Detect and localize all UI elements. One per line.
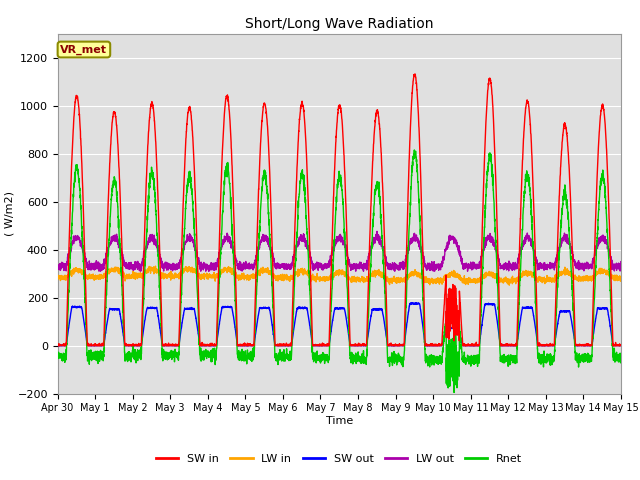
Y-axis label: ( W/m2): ( W/m2) bbox=[4, 191, 15, 236]
Text: VR_met: VR_met bbox=[60, 44, 108, 55]
Legend: SW in, LW in, SW out, LW out, Rnet: SW in, LW in, SW out, LW out, Rnet bbox=[152, 450, 527, 468]
Title: Short/Long Wave Radiation: Short/Long Wave Radiation bbox=[245, 17, 433, 31]
X-axis label: Time: Time bbox=[326, 416, 353, 426]
